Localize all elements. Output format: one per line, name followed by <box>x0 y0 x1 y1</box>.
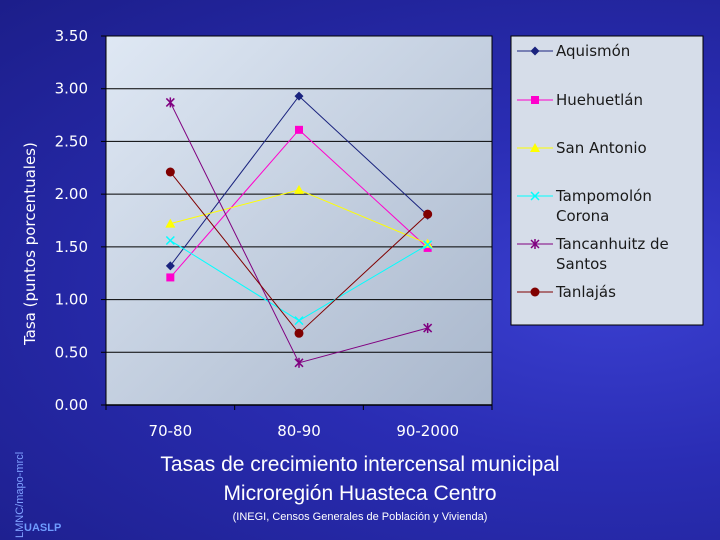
data-point-tampomolon-corona <box>423 240 433 250</box>
data-point-tanlajas <box>165 167 175 177</box>
legend-label-huehuetlan: Huehuetlán <box>556 91 643 109</box>
chart-title: Tasas de crecimiento intercensal municip… <box>160 453 560 476</box>
x-tick-label: 70-80 <box>149 422 193 440</box>
chart-subtitle: Microregión Huasteca Centro <box>223 482 497 505</box>
data-point-aquismon <box>165 261 175 271</box>
legend-marker-huehuetlan <box>531 96 539 104</box>
data-point-aquismon <box>294 91 304 101</box>
y-tick-label: 0.00 <box>55 396 88 414</box>
legend-box <box>510 35 704 326</box>
legend: Aquismón Huehuetlán San Antonio Tampomolón C… <box>510 35 704 326</box>
data-point-tanlajas <box>423 209 433 219</box>
y-tick-label: 1.00 <box>55 291 88 309</box>
grid <box>106 35 492 353</box>
legend-label-aquismon: Aquismón <box>556 42 630 60</box>
data-point-tampomolon-corona <box>294 316 304 326</box>
y-axis-label: Tasa (puntos porcentuales) <box>21 142 39 346</box>
data-point-huehuetlan <box>166 273 175 282</box>
x-tick-label: 90-2000 <box>396 422 459 440</box>
legend-marker-tanlajas <box>530 287 540 297</box>
x-tick-label: 80-90 <box>277 422 321 440</box>
data-point-san-antonio <box>165 218 176 228</box>
y-tick-label: 2.50 <box>55 132 88 150</box>
y-tick-label: 1.50 <box>55 238 88 256</box>
series <box>165 91 433 368</box>
axes: 0.00 0.50 1.00 1.50 2.00 2.50 3.00 3.50 70-80 80-… <box>55 27 493 440</box>
y-tick-label: 0.50 <box>55 343 88 361</box>
y-tick-label: 2.00 <box>55 185 88 203</box>
legend-marker-aquismon <box>530 46 540 56</box>
legend-marker-san-antonio <box>530 143 540 152</box>
y-tick-label: 3.00 <box>55 80 88 98</box>
data-point-san-antonio <box>294 184 304 194</box>
chart-source: (INEGI, Censos Generales de Población y … <box>232 511 488 523</box>
data-point-san-antonio <box>422 238 433 248</box>
data-point-tancanhuitz-de-santos <box>294 357 304 368</box>
legend-label-tancanhuitz-de-santos: Tancanhuitz de Santos <box>555 235 669 273</box>
institution-label: UASLP <box>24 522 62 534</box>
legend-label-san-antonio: San Antonio <box>556 139 647 157</box>
legend-marker-tancanhuitz-de-santos <box>530 239 540 249</box>
data-point-tancanhuitz-de-santos <box>423 323 433 334</box>
plot-area <box>105 35 493 406</box>
data-point-tampomolon-corona <box>165 236 175 246</box>
legend-label-tanlajas: Tanlajás <box>555 283 616 301</box>
data-point-tanlajas <box>294 328 304 338</box>
data-point-huehuetlan <box>295 125 303 134</box>
data-point-tancanhuitz-de-santos <box>165 97 175 108</box>
legend-label-tampomolon-corona: Tampomolón Corona <box>555 187 652 225</box>
y-tick-label: 3.50 <box>55 27 88 45</box>
data-point-huehuetlan <box>423 243 432 252</box>
legend-marker-tampomolon-corona <box>530 191 540 201</box>
